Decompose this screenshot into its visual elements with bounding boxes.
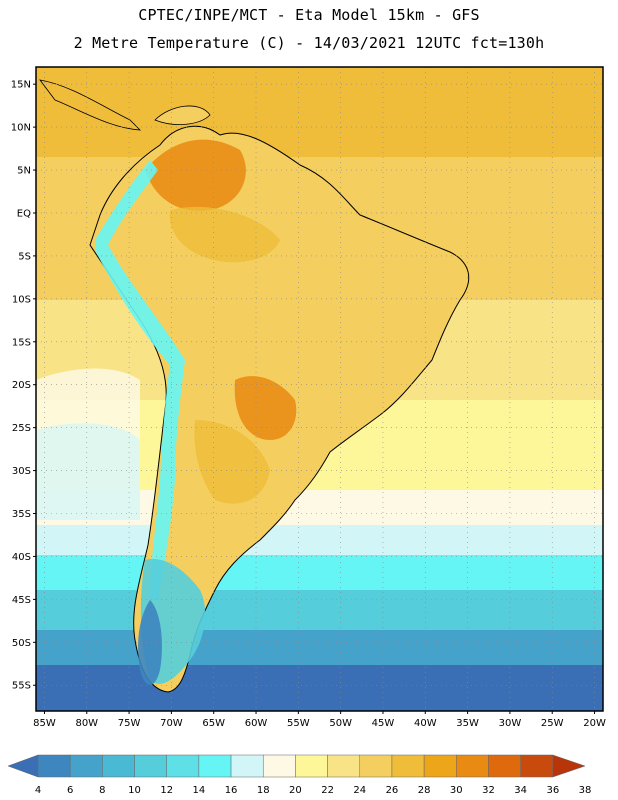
colorbar-swatch: [488, 754, 521, 778]
ocean-band: [36, 525, 603, 555]
colorbar-label: 14: [193, 785, 206, 796]
latitude-axis: 15N 10N 5N EQ 5S 10S 15S 20S 25S 30S 35S 40S 45S 50S 5…: [11, 80, 36, 692]
lon-label: 85W: [33, 718, 56, 729]
lat-label: 35S: [12, 509, 31, 520]
colorbar-arrow-left: [7, 754, 39, 778]
lat-label: 25S: [12, 423, 31, 434]
lon-label: 70W: [160, 718, 183, 729]
patagonia-cold-zone: [138, 600, 162, 685]
ocean-band: [36, 555, 603, 590]
ocean-band: [36, 630, 603, 665]
colorbar-swatch: [520, 754, 554, 778]
lat-label: 30S: [12, 466, 31, 477]
chart-title-line2: 2 Metre Temperature (C) - 14/03/2021 12U…: [73, 34, 545, 52]
lat-label: 15S: [12, 337, 31, 348]
colorbar-label: 10: [128, 785, 141, 796]
lon-label: 65W: [202, 718, 225, 729]
lon-label: 50W: [329, 718, 352, 729]
lon-label: 80W: [75, 718, 98, 729]
lon-label: 35W: [456, 718, 479, 729]
andes-cold-zone: [95, 160, 185, 600]
color-bar: 4 6 8 10 12 14 16 18 20 22 24 26 28 30 32 34 36 38: [7, 754, 592, 796]
colorbar-swatch: [295, 754, 328, 778]
lon-label: 55W: [287, 718, 310, 729]
ocean-band: [36, 423, 140, 520]
colorbar-swatch: [456, 754, 489, 778]
lat-label: 45S: [12, 595, 31, 606]
colorbar-swatch: [327, 754, 361, 778]
lon-label: 75W: [118, 718, 141, 729]
lon-label: 25W: [541, 718, 564, 729]
colorbar-label: 26: [386, 785, 399, 796]
colorbar-label: 20: [289, 785, 302, 796]
colorbar-swatch: [198, 754, 232, 778]
central-america-land: [39, 79, 142, 131]
colorbar-swatch: [166, 754, 200, 778]
colorbar-label: 16: [225, 785, 238, 796]
lat-label: 15N: [11, 80, 31, 91]
colorbar-swatch: [262, 754, 296, 778]
colorbar-label: 32: [482, 785, 495, 796]
colorbar-label: 30: [450, 785, 463, 796]
ocean-band: [36, 590, 603, 630]
lat-label: EQ: [17, 208, 31, 219]
lon-label: 30W: [499, 718, 522, 729]
colorbar-swatch: [134, 754, 167, 778]
colorbar-swatch: [69, 754, 103, 778]
colorbar-label: 36: [546, 785, 559, 796]
lon-label: 40W: [414, 718, 437, 729]
lat-label: 20S: [12, 380, 31, 391]
colorbar-label: 34: [514, 785, 527, 796]
colorbar-swatch: [37, 754, 71, 778]
central-america-land: [154, 105, 211, 125]
lat-label: 5S: [18, 251, 31, 262]
ocean-band: [36, 665, 603, 711]
colorbar-label: 8: [99, 785, 105, 796]
colorbar-label: 28: [418, 785, 431, 796]
warm-zone: [145, 139, 246, 211]
colorbar-label: 22: [321, 785, 334, 796]
colorbar-swatch: [359, 754, 393, 778]
lat-label: 10S: [12, 294, 31, 305]
lat-label: 5N: [17, 166, 31, 177]
colorbar-swatch: [423, 754, 457, 778]
colorbar-swatch: [391, 754, 425, 778]
map-frame: [35, 66, 604, 712]
colorbar-arrow-right: [552, 754, 586, 778]
colorbar-label: 12: [160, 785, 173, 796]
lat-label: 10N: [11, 123, 31, 134]
chart-title-line1: CPTEC/INPE/MCT - Eta Model 15km - GFS: [138, 6, 480, 24]
colorbar-label: 24: [353, 785, 366, 796]
colorbar-swatch: [230, 754, 264, 778]
colorbar-label: 6: [67, 785, 73, 796]
warm-zone: [169, 206, 280, 263]
ocean-band: [36, 67, 603, 157]
lon-label: 60W: [245, 718, 268, 729]
lat-label: 40S: [12, 552, 31, 563]
warm-zone: [234, 376, 297, 440]
longitude-axis: 85W 80W 75W 70W 65W 60W 55W 50W 45W 40W 35W 30W 25W 2…: [33, 711, 606, 729]
map-field: [36, 67, 603, 711]
colorbar-label: 38: [579, 785, 592, 796]
lon-label: 20W: [583, 718, 606, 729]
colorbar-swatch: [102, 754, 135, 778]
lat-label: 55S: [12, 681, 31, 692]
colorbar-label: 18: [257, 785, 270, 796]
colorbar-label: 4: [35, 785, 41, 796]
lat-label: 50S: [12, 638, 31, 649]
lon-label: 45W: [372, 718, 395, 729]
warm-zone: [194, 420, 270, 504]
